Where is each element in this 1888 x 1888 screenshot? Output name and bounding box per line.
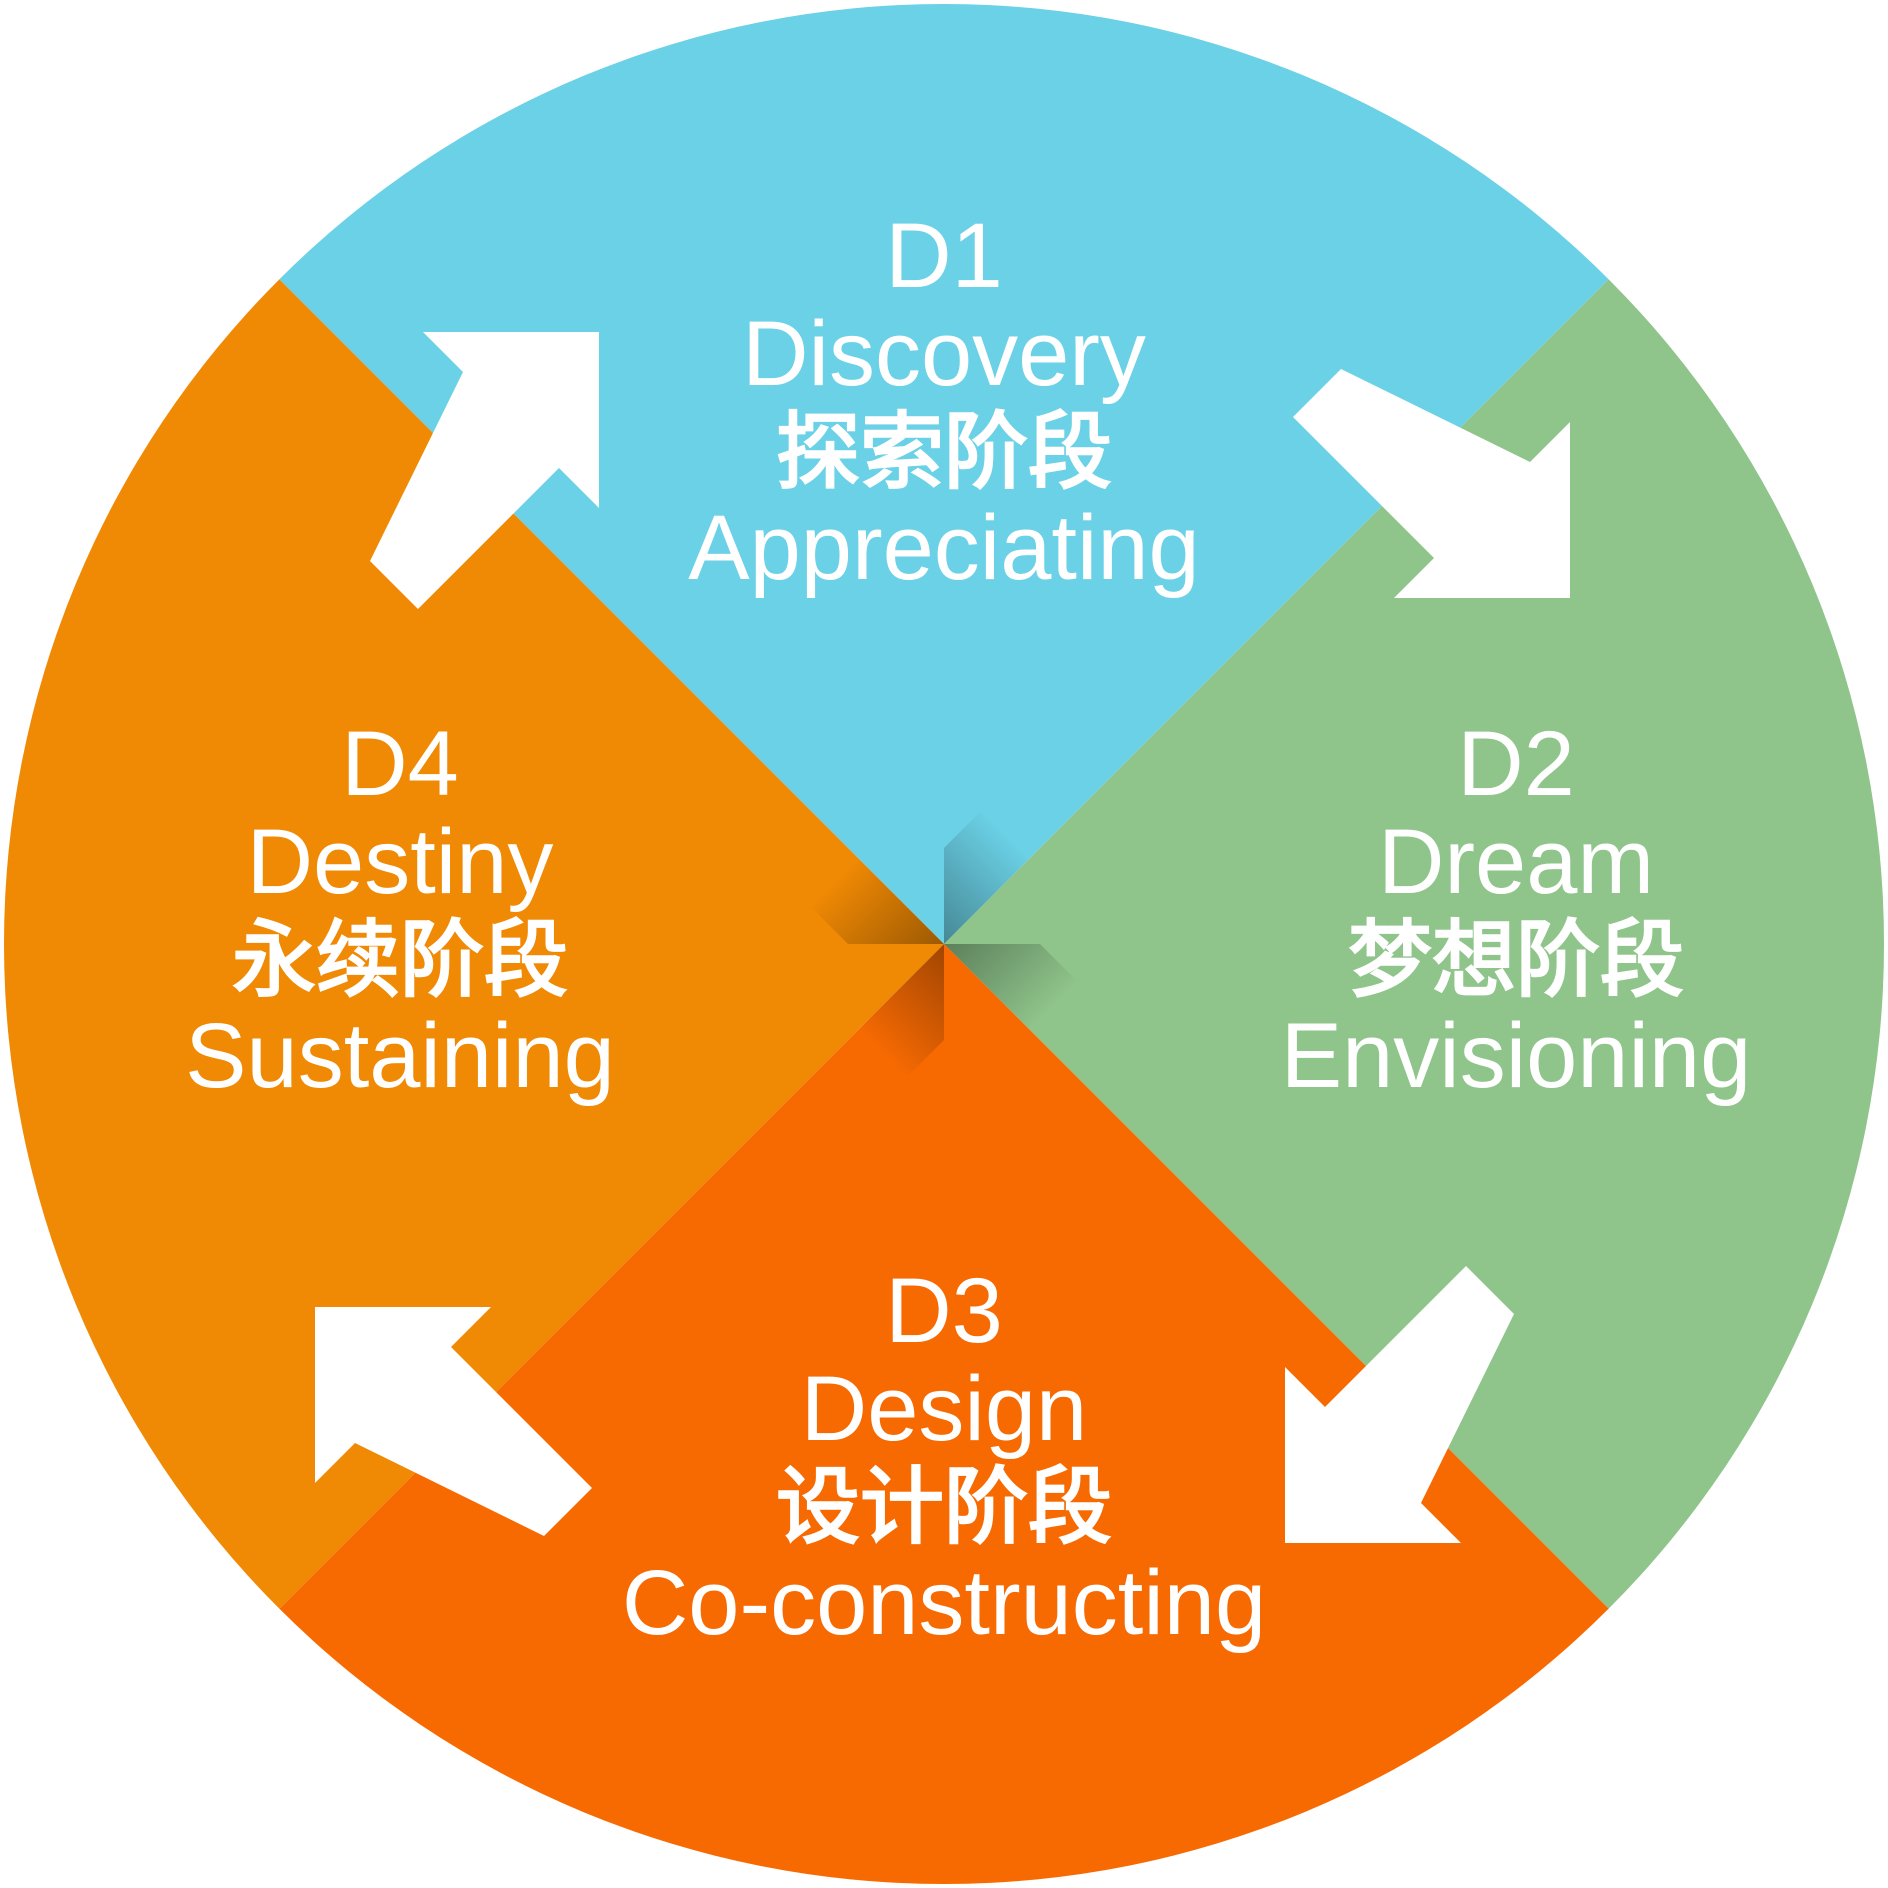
arrow-d3-to-d4 (315, 1307, 592, 1536)
stage-d1-label: D1 Discovery 探索阶段 Appreciating (594, 210, 1294, 594)
stage-d4-code: D4 (341, 713, 459, 815)
stage-d2-chinese: 梦想阶段 (1347, 911, 1684, 1009)
stage-d4-chinese: 永续阶段 (231, 911, 568, 1009)
stage-d4-subtitle: Sustaining (185, 1005, 615, 1107)
stage-d3-subtitle: Co-constructing (621, 1552, 1267, 1654)
stage-d1-chinese: 探索阶段 (775, 403, 1112, 501)
stage-d1-name: Discovery (742, 303, 1146, 405)
arrow-d1-to-d2 (1293, 369, 1570, 598)
stage-d2-name: Dream (1377, 811, 1655, 913)
arrow-d2-to-d3 (1285, 1266, 1514, 1543)
stage-d1-subtitle: Appreciating (688, 497, 1200, 599)
stage-d3-code: D3 (885, 1260, 1003, 1362)
stage-d3-label: D3 Design 设计阶段 Co-constructing (544, 1265, 1344, 1649)
stage-d2-label: D2 Dream 梦想阶段 Envisioning (1166, 718, 1866, 1102)
stage-d4-label: D4 Destiny 永续阶段 Sustaining (80, 718, 720, 1102)
stage-d3-name: Design (800, 1358, 1088, 1460)
stage-d2-code: D2 (1457, 713, 1575, 815)
stage-d2-subtitle: Envisioning (1280, 1005, 1752, 1107)
stage-d3-chinese: 设计阶段 (775, 1458, 1112, 1556)
stage-d4-name: Destiny (246, 811, 554, 913)
stage-d1-code: D1 (885, 205, 1003, 307)
arrow-d4-to-d1 (370, 332, 599, 609)
